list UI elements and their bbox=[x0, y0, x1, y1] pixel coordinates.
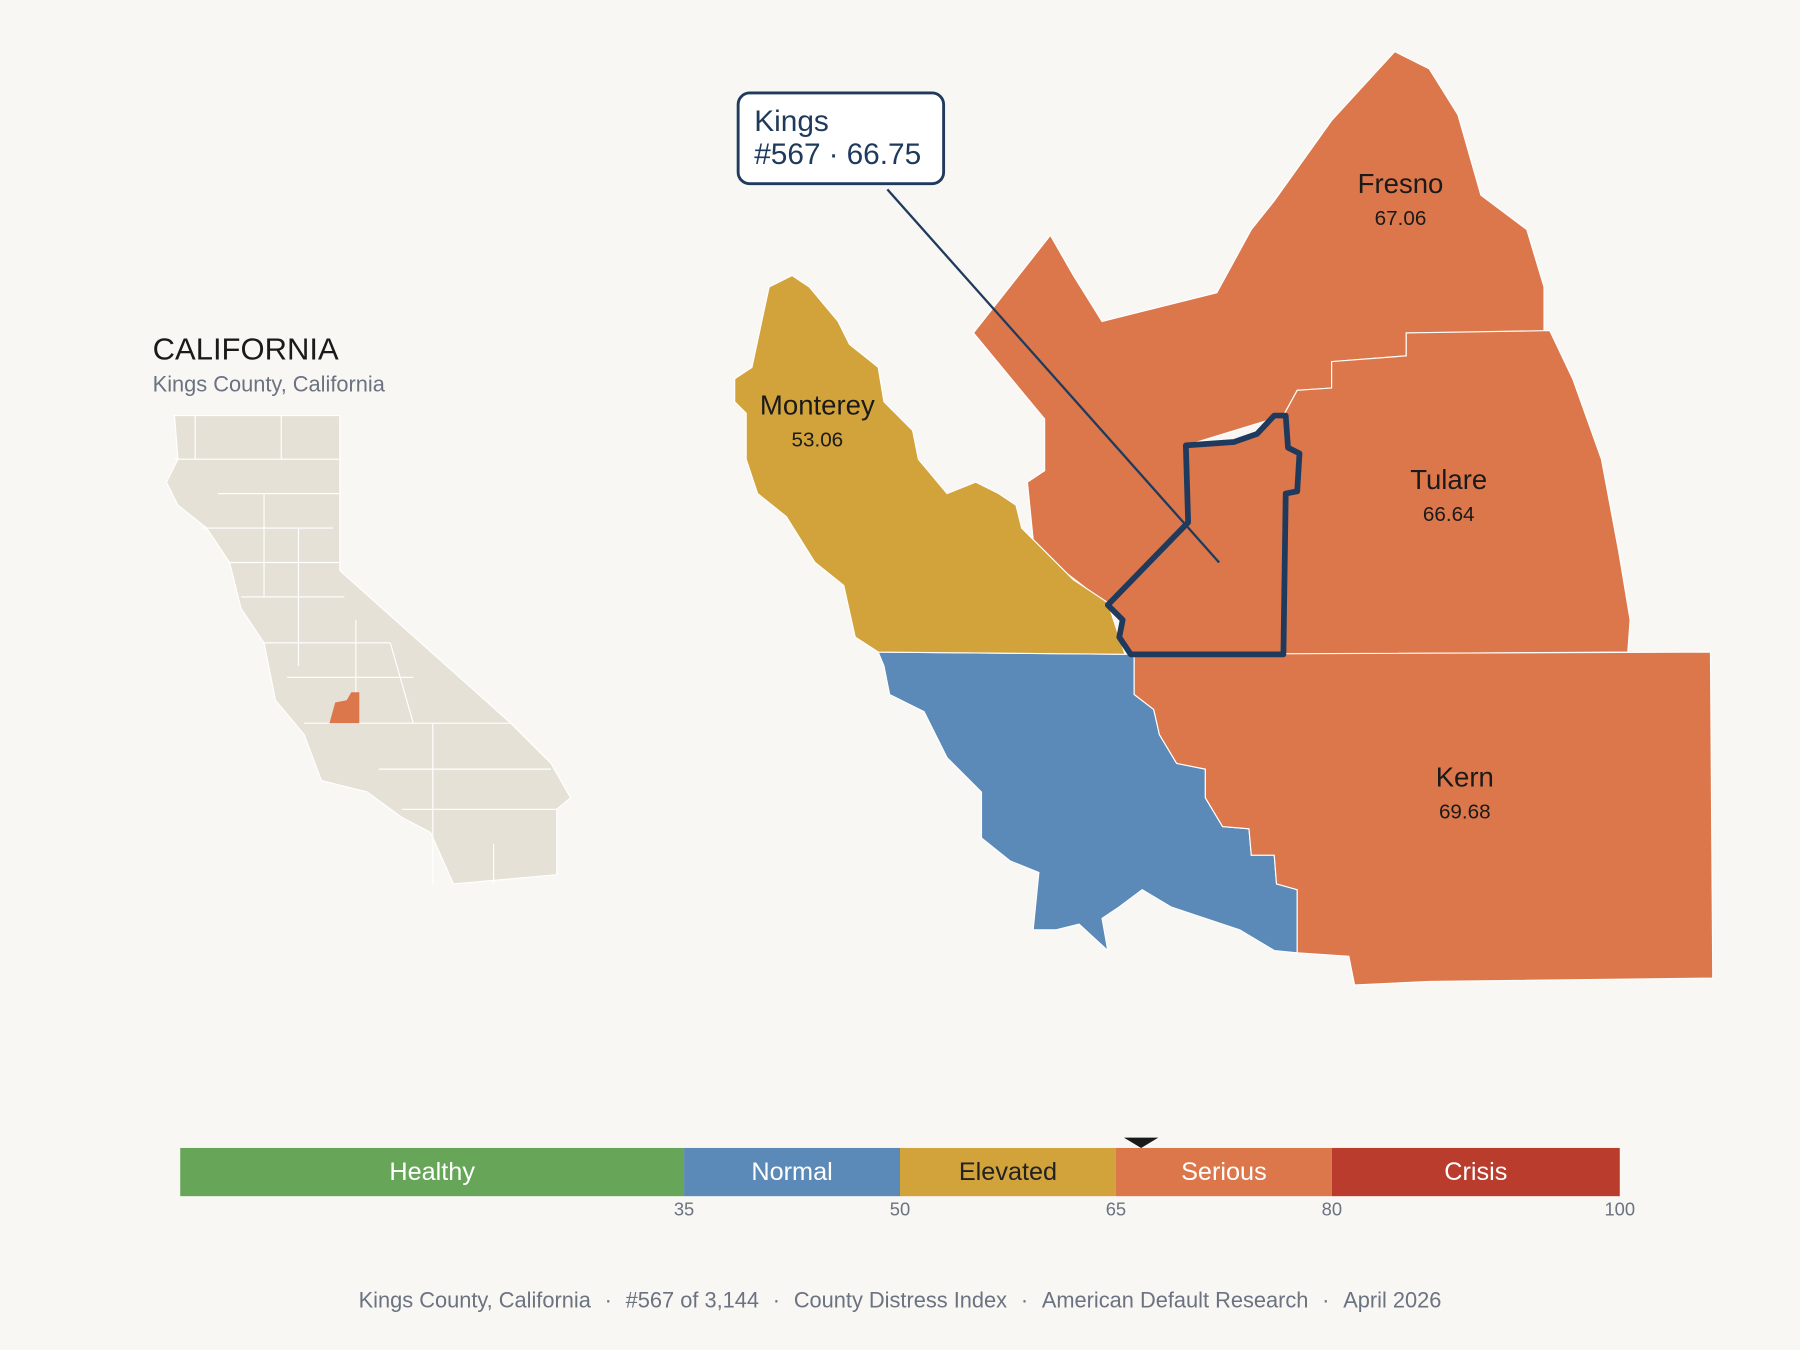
legend-tick-label: 35 bbox=[674, 1199, 694, 1220]
footer-separator: · bbox=[1021, 1288, 1028, 1313]
callout-leader bbox=[886, 188, 1220, 564]
legend-tick-label: 50 bbox=[890, 1199, 910, 1220]
footer-item: American Default Research bbox=[1042, 1288, 1309, 1313]
callout-detail: #567 · 66.75 bbox=[754, 138, 921, 171]
legend-band bbox=[1331, 1147, 1620, 1197]
legend-tick-label: 100 bbox=[1604, 1199, 1635, 1220]
county-lines bbox=[174, 415, 557, 884]
footer-separator: · bbox=[773, 1288, 780, 1313]
county-value: 69.68 bbox=[1439, 800, 1491, 823]
legend-band-label: Crisis bbox=[1444, 1158, 1507, 1186]
footer-separator: · bbox=[1322, 1288, 1329, 1313]
footer-separator: · bbox=[605, 1288, 612, 1313]
legend: Healthy Normal Elevated Serious Crisis 35 50 65… bbox=[180, 1137, 1635, 1220]
county-name: Monterey bbox=[760, 389, 875, 420]
footer: Kings County, California · #567 of 3,144 · C… bbox=[359, 1288, 1442, 1313]
inset-highlight bbox=[329, 692, 360, 724]
county-shape bbox=[1282, 330, 1631, 655]
legend-band bbox=[180, 1147, 685, 1197]
county-value: 66.64 bbox=[1423, 503, 1475, 526]
county-name: Tulare bbox=[1410, 464, 1487, 495]
inset-title: CALIFORNIA bbox=[153, 331, 339, 366]
county-value: 53.06 bbox=[791, 429, 843, 452]
legend-band bbox=[1115, 1147, 1332, 1197]
inset-subtitle: Kings County, California bbox=[153, 371, 386, 396]
legend-tick-label: 65 bbox=[1106, 1199, 1126, 1220]
callout-separator: · bbox=[829, 138, 839, 171]
footer-item: Kings County, California bbox=[359, 1288, 592, 1313]
state-inset: CALIFORNIA Kings County, California bbox=[153, 331, 572, 885]
county-name: Kern bbox=[1436, 761, 1494, 792]
callout-value: 66.75 bbox=[847, 138, 922, 171]
footer-item: #567 of 3,144 bbox=[626, 1288, 759, 1313]
legend-band bbox=[684, 1147, 900, 1197]
callout-box bbox=[736, 91, 946, 186]
county-shape bbox=[1133, 651, 1714, 986]
legend-band bbox=[900, 1147, 1116, 1197]
selected-county bbox=[1104, 412, 1303, 658]
legend-band-label: Healthy bbox=[389, 1158, 475, 1186]
legend-marker bbox=[1123, 1137, 1159, 1148]
footer-item: April 2026 bbox=[1343, 1288, 1441, 1313]
county-value: 67.06 bbox=[1375, 207, 1427, 230]
county-shape bbox=[734, 274, 1126, 655]
county-name: Fresno bbox=[1358, 168, 1444, 199]
callout-rank: #567 bbox=[754, 138, 820, 171]
footer-item: County Distress Index bbox=[794, 1288, 1007, 1313]
callout-name: Kings bbox=[754, 105, 829, 138]
legend-band-label: Normal bbox=[751, 1158, 832, 1186]
counties: Fresno 67.06 Tulare 66.64 Kern 69.68 Monterey 5… bbox=[734, 50, 1714, 986]
legend-band-label: Serious bbox=[1181, 1158, 1267, 1186]
legend-band-label: Elevated bbox=[959, 1158, 1057, 1186]
state-outline bbox=[165, 414, 572, 885]
legend-tick-label: 80 bbox=[1322, 1199, 1342, 1220]
